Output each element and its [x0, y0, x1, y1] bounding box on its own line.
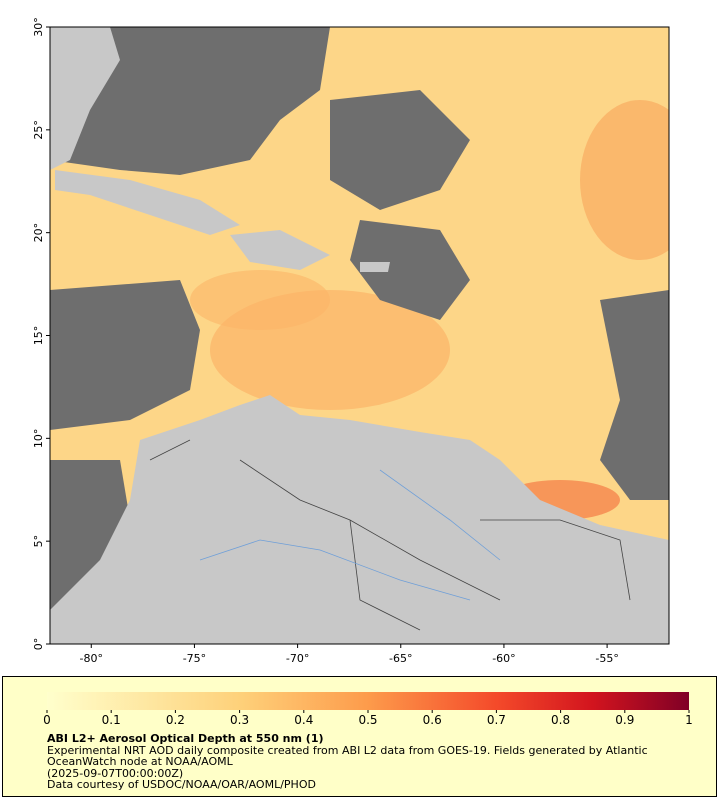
- colorbar-tick-label: 0.2: [166, 713, 185, 727]
- x-tick-label: -60°: [492, 652, 515, 665]
- colorbar-tick-label: 0.1: [102, 713, 121, 727]
- colorbar-tick-label: 0.3: [230, 713, 249, 727]
- x-tick-label: -65°: [389, 652, 412, 665]
- map-image: [50, 27, 669, 644]
- y-tick-label: 30°: [32, 17, 45, 37]
- colorbar-tick-label: 0.5: [358, 713, 377, 727]
- y-tick-label: 5°: [32, 535, 45, 548]
- colorbar-tick-label: 0: [43, 713, 51, 727]
- y-tick-label: 25°: [32, 120, 45, 140]
- colorbar-tick-label: 0.9: [615, 713, 634, 727]
- x-tick-label: -55°: [595, 652, 618, 665]
- colorbar-tick-label: 0.7: [487, 713, 506, 727]
- y-tick-label: 15°: [32, 326, 45, 346]
- colorbar-tick-label: 0.8: [551, 713, 570, 727]
- colorbar-tick-label: 1: [685, 713, 693, 727]
- colorbar-tick-label: 0.4: [294, 713, 313, 727]
- y-tick-label: 10°: [32, 429, 45, 449]
- x-tick-label: -75°: [183, 652, 206, 665]
- credit: Data courtesy of USDOC/NOAA/OAR/AOML/PHO…: [47, 778, 316, 791]
- notes: ABI L2+ Aerosol Optical Depth at 550 nm …: [47, 733, 687, 791]
- description: Experimental NRT AOD daily composite cre…: [47, 743, 648, 768]
- colorbar-tick-label: 0.6: [423, 713, 442, 727]
- y-tick-label: 0°: [32, 638, 45, 651]
- y-tick-label: 20°: [32, 223, 45, 243]
- colorbar: [47, 692, 689, 710]
- title: ABI L2+ Aerosol Optical Depth at 550 nm …: [47, 732, 324, 745]
- x-tick-label: -70°: [286, 652, 309, 665]
- x-tick-label: -80°: [80, 652, 103, 665]
- date: (2025-09-07T00:00:00Z): [47, 766, 184, 780]
